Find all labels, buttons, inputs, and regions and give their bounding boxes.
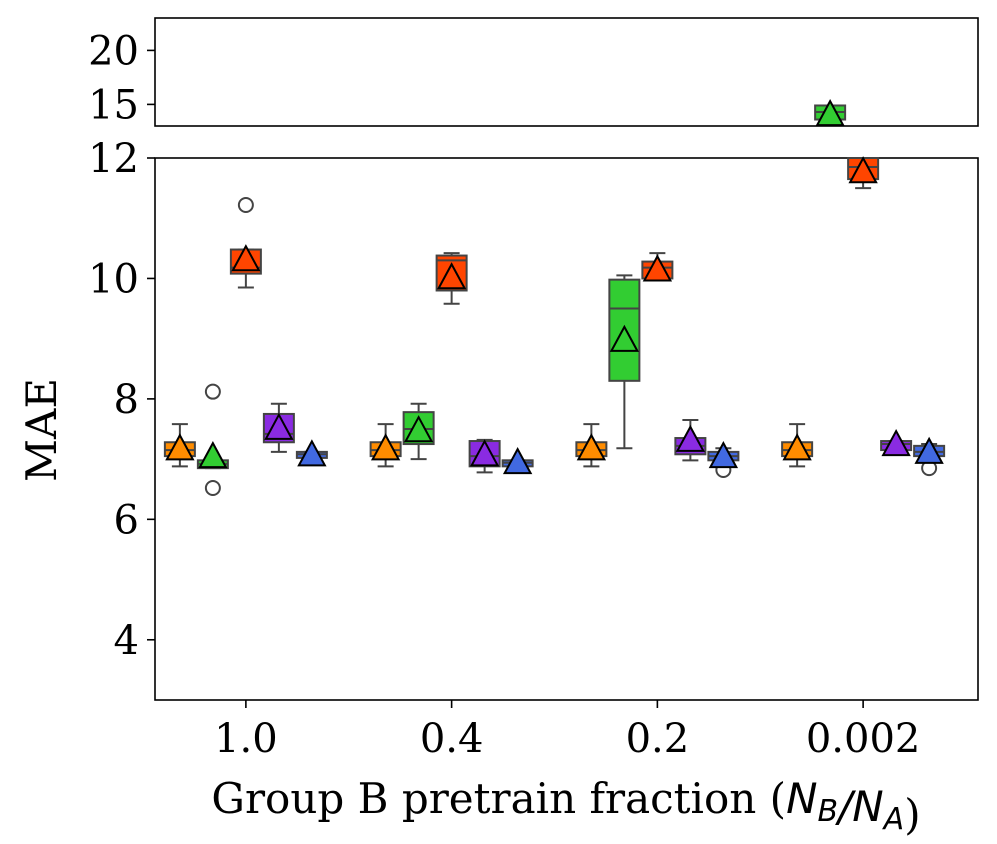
box-red-1.0-low	[229, 196, 262, 289]
mean-marker	[436, 262, 467, 290]
box-red-0.2-low	[641, 252, 674, 282]
box-purple-0.002-low	[880, 428, 913, 457]
box-green-0.2-low	[608, 274, 641, 450]
box-purple-0.2-low	[674, 418, 707, 462]
box-blue-0.4-low	[501, 447, 534, 475]
mean-marker	[576, 433, 607, 461]
y-tick-label-10: 10	[88, 256, 139, 302]
mean-marker	[782, 433, 812, 461]
upper-y-tick-label-15: 15	[88, 82, 139, 128]
mean-marker	[264, 412, 294, 440]
mean-marker	[198, 440, 228, 469]
x-tick-label-0.2: 0.2	[626, 716, 690, 762]
box-orange-1.0-low	[163, 423, 196, 468]
x-tick-label-1.0: 1.0	[214, 716, 278, 762]
y-tick-label-12: 12	[88, 136, 139, 182]
y-tick-label-4: 4	[114, 618, 139, 664]
mean-marker	[469, 439, 500, 467]
y-tick-label-6: 6	[114, 497, 139, 543]
mean-marker	[914, 436, 944, 464]
mean-marker	[370, 433, 401, 461]
box-red-0.002-low	[847, 156, 880, 190]
x-axis-label-suffix: )	[904, 790, 920, 839]
mean-marker	[231, 244, 261, 272]
mean-marker	[502, 447, 533, 475]
mean-marker	[403, 415, 434, 443]
mean-marker	[609, 324, 640, 352]
upper-axes-frame	[154, 17, 979, 127]
box-orange-0.2-low	[575, 423, 608, 468]
mean-marker	[675, 424, 706, 452]
box-blue-0.2-low	[707, 440, 740, 478]
box-green-1.0-low	[196, 383, 229, 497]
box-blue-1.0-low	[295, 439, 328, 467]
mean-marker	[848, 156, 878, 184]
box-red-0.4-low	[435, 252, 468, 305]
lower-axes-frame	[154, 157, 979, 701]
mean-marker	[815, 99, 845, 127]
mean-marker	[165, 433, 195, 461]
y-tick-label-8: 8	[114, 377, 139, 423]
x-axis-label: Group B pretrain fraction (NB/NA)	[211, 774, 920, 839]
upper-y-tick-label-20: 20	[88, 28, 139, 74]
x-axis-label-math: NB/NA	[786, 774, 904, 837]
lower-axes: 4 6 8 10 12 1.0 0.4 0.2 0.002	[88, 136, 979, 762]
mean-marker	[642, 254, 673, 282]
mean-marker	[708, 440, 739, 469]
flier-0	[204, 383, 221, 400]
box-orange-0.4-low	[369, 423, 402, 468]
box-purple-0.4-low	[468, 438, 501, 474]
box-green-0.4-low	[402, 402, 435, 461]
x-tick-label-0.002: 0.002	[806, 716, 921, 762]
flier-1	[204, 480, 221, 497]
box-orange-0.002-low	[781, 423, 814, 468]
mean-marker	[297, 439, 327, 467]
y-axis-label: MAE	[17, 378, 66, 482]
box-green-0.002-up	[814, 99, 847, 127]
x-tick-label-0.4: 0.4	[420, 716, 484, 762]
x-axis-label-prefix: Group B pretrain fraction (	[211, 774, 786, 823]
box-purple-1.0-low	[262, 402, 295, 453]
mean-marker	[881, 428, 911, 457]
box-blue-0.002-low	[913, 436, 946, 477]
flier-0	[237, 196, 254, 213]
